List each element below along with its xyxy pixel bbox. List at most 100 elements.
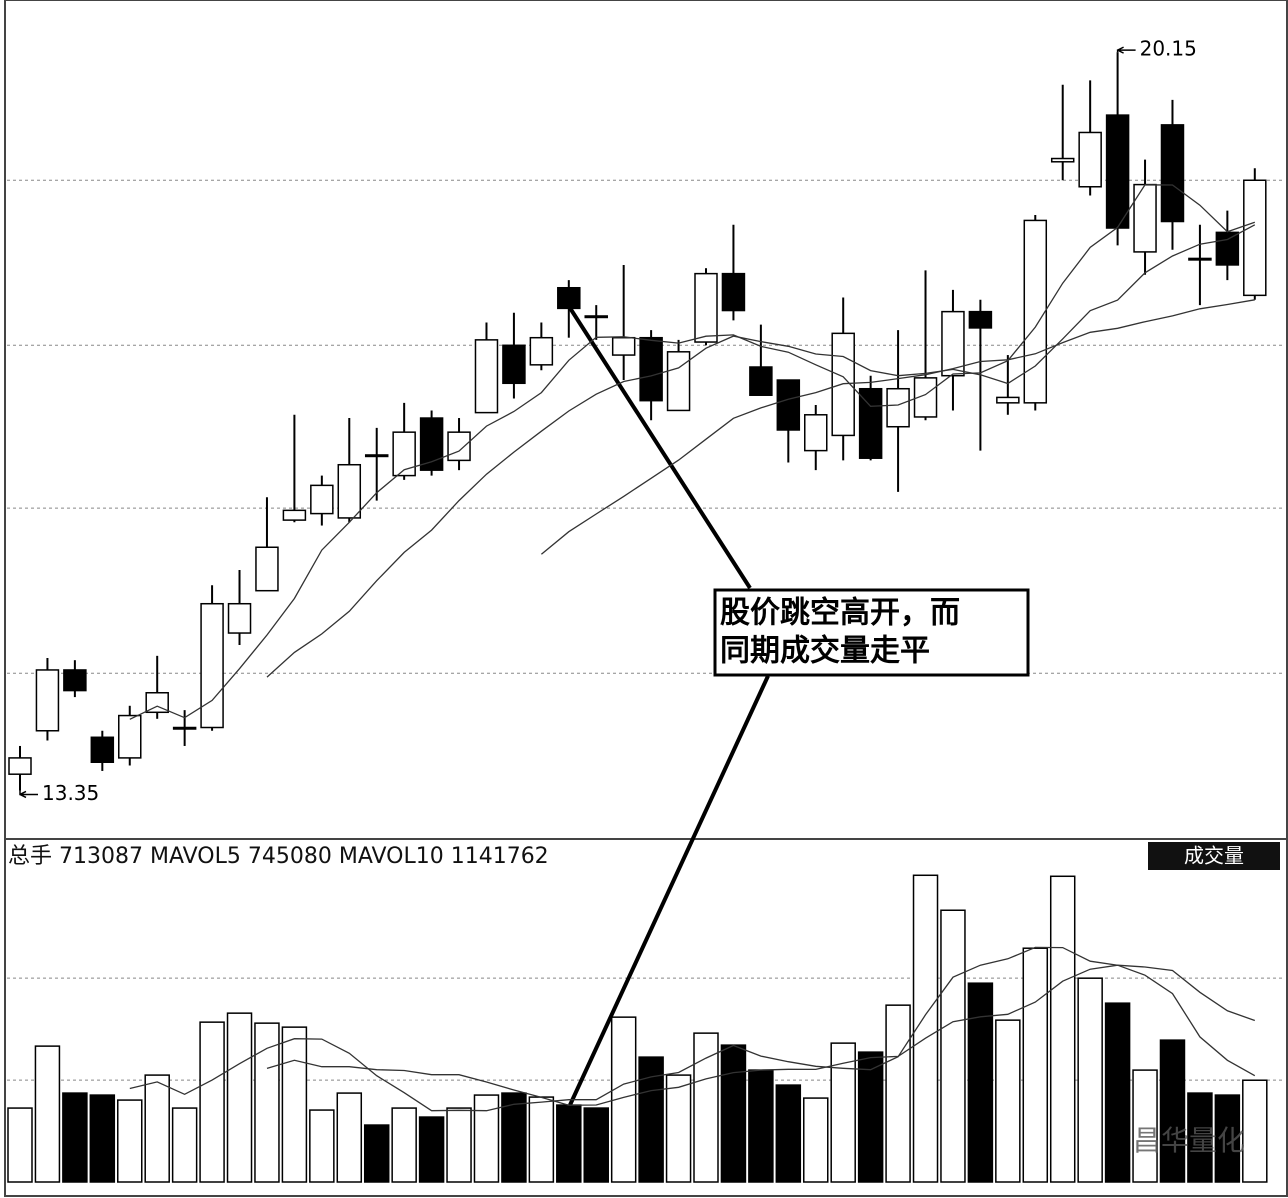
candle-body	[502, 344, 526, 385]
volume-bar	[556, 1104, 582, 1183]
callout-line	[568, 306, 752, 590]
candle-body	[639, 336, 663, 402]
grid	[7, 179, 1285, 1081]
volume-bar	[748, 1069, 774, 1183]
readout-value: 1141762	[451, 844, 549, 869]
candle-body	[694, 272, 718, 343]
volume-bar	[940, 909, 966, 1183]
candle-body	[63, 669, 87, 692]
moving-average	[129, 946, 1256, 1112]
price-mark-label: 20.15	[1140, 37, 1197, 61]
volume-bar	[391, 1107, 417, 1183]
price-mark-arrow	[1116, 46, 1136, 54]
volume-bar	[309, 1109, 335, 1183]
moving-average	[540, 299, 1255, 555]
candle-body	[1050, 157, 1075, 163]
candle-body	[310, 484, 334, 515]
candle-body	[145, 692, 169, 714]
candle-body	[666, 351, 691, 412]
candle-body	[996, 396, 1020, 404]
callout-box	[713, 588, 1030, 677]
candle-body	[474, 339, 499, 414]
volume-bar	[1187, 1092, 1213, 1183]
volume-bar	[803, 1097, 829, 1183]
candle-body	[118, 714, 142, 759]
candle-body	[968, 310, 993, 329]
volume-bar	[830, 1042, 856, 1183]
volume-bar	[501, 1092, 527, 1183]
candle-body	[858, 387, 883, 459]
volume-bar	[528, 1096, 555, 1183]
candle-body	[1215, 231, 1240, 266]
candle-body	[557, 286, 581, 310]
candle-body	[419, 417, 444, 471]
volume-bar	[1159, 1039, 1186, 1183]
frame	[4, 0, 1288, 1197]
volume-bar	[885, 1004, 911, 1183]
candle-body	[447, 431, 471, 462]
volume-bar	[34, 1045, 61, 1183]
volume-bar	[363, 1124, 390, 1183]
volume-bar	[336, 1092, 363, 1183]
panel-label-box	[1148, 842, 1280, 870]
candle-body	[90, 736, 115, 763]
candle-body	[1105, 114, 1130, 229]
candle-body	[611, 336, 636, 356]
watermark: 昌华量化	[1133, 1124, 1245, 1157]
candle-body	[1243, 179, 1267, 297]
candle-body	[776, 379, 801, 431]
candle-body	[584, 315, 608, 319]
volume-bar	[1214, 1094, 1241, 1183]
candle-body	[35, 669, 60, 732]
volume-bar	[254, 1022, 280, 1183]
candle-body	[172, 726, 197, 730]
volume-bar	[1242, 1079, 1268, 1183]
volume-bar	[7, 1107, 33, 1183]
candle-body	[1160, 124, 1185, 223]
candle-body	[886, 387, 910, 428]
volume-bar	[199, 1021, 225, 1183]
volume-bar	[912, 874, 939, 1183]
readout-value: 745080	[248, 844, 332, 869]
candle-body	[941, 310, 965, 377]
price-mark-arrow	[19, 790, 38, 799]
volume-bar	[226, 1012, 253, 1183]
volume-bar	[1022, 947, 1049, 1183]
candle-body	[804, 414, 828, 452]
candle-body	[1188, 257, 1212, 261]
callout-text: 同期成交量走平	[720, 634, 930, 669]
moving-average	[129, 184, 1256, 720]
volume-bar	[775, 1084, 802, 1183]
volume-bar	[583, 1107, 609, 1183]
volume-bar	[967, 982, 994, 1183]
candle-body	[529, 336, 554, 366]
volume-readout: 总手 713087 MAVOL5 745080 MAVOL10 1141762	[8, 844, 549, 869]
candle-body	[337, 463, 362, 519]
volume-bar	[281, 1026, 308, 1183]
volume-bar	[665, 1074, 692, 1183]
readout-label: MAVOL5	[150, 844, 241, 869]
volume-bar	[1104, 1002, 1131, 1183]
moving-average	[266, 224, 1256, 678]
volume-bar	[1049, 875, 1076, 1183]
volume-bar	[171, 1107, 198, 1183]
volume-bar	[638, 1056, 664, 1183]
readout-value: 713087	[59, 844, 143, 869]
candle-body	[749, 366, 773, 396]
moving-average	[266, 964, 1256, 1106]
moving-averages	[129, 184, 1256, 1112]
candle-body	[913, 377, 938, 418]
volume-bar	[144, 1074, 170, 1183]
candle-body	[721, 272, 746, 312]
volume-bar	[473, 1094, 500, 1183]
readout-label: MAVOL10	[339, 844, 444, 869]
volume-bar	[857, 1051, 884, 1183]
volume-bar	[1132, 1069, 1158, 1183]
volume-bar	[693, 1032, 719, 1183]
marks: 13.35 20.15	[7, 37, 1268, 1183]
volume-bar	[995, 1019, 1021, 1183]
candle-body	[255, 546, 279, 592]
volume-bar	[446, 1107, 472, 1183]
